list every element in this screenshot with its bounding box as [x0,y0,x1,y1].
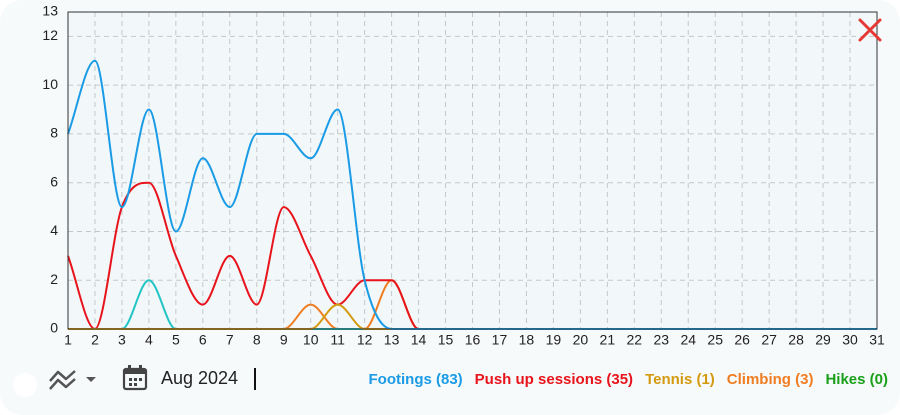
calendar-button[interactable] [122,365,148,391]
x-tick-label: 24 [680,332,696,348]
chart-type-menu[interactable] [49,370,96,390]
y-tick-label: 0 [50,320,58,336]
x-tick-label: 7 [226,332,234,348]
legend-entry[interactable]: Footings (83) [369,371,463,388]
close-button[interactable] [858,18,882,42]
toggle[interactable] [13,373,37,397]
x-tick-label: 17 [492,332,508,348]
x-tick-label: 13 [384,332,400,348]
x-tick-label: 14 [411,332,427,348]
x-tick-label: 31 [869,332,885,348]
x-tick-label: 22 [627,332,643,348]
y-tick-label: 13 [42,3,58,19]
legend-entry[interactable]: Hikes (0) [825,371,888,388]
plot-frame [67,11,878,330]
legend-entry[interactable]: Tennis (1) [645,371,715,388]
x-tick-label: 5 [172,332,180,348]
y-tick-label: 10 [42,76,58,92]
x-tick-label: 29 [815,332,831,348]
x-tick-label: 18 [519,332,535,348]
x-tick-label: 2 [91,332,99,348]
x-tick-label: 15 [438,332,454,348]
y-tick-label: 8 [50,125,58,141]
x-tick-label: 9 [280,332,288,348]
text-cursor [254,368,256,390]
x-tick-label: 26 [734,332,750,348]
y-tick-label: 4 [50,222,58,238]
x-tick-label: 27 [761,332,777,348]
x-tick-label: 21 [600,332,616,348]
x-tick-label: 25 [707,332,723,348]
legend-entry[interactable]: Climbing (3) [727,371,814,388]
x-tick-label: 23 [653,332,669,348]
x-tick-label: 1 [64,332,72,348]
x-tick-label: 19 [546,332,562,348]
x-tick-label: 30 [842,332,858,348]
x-tick-label: 11 [330,332,345,348]
x-tick-label: 20 [573,332,589,348]
y-tick-label: 12 [42,27,58,43]
x-tick-label: 6 [199,332,207,348]
x-tick-label: 4 [145,332,153,348]
legend-entry[interactable]: Push up sessions (35) [475,371,633,388]
x-tick-label: 12 [357,332,373,348]
x-tick-label: 28 [788,332,804,348]
x-tick-label: 3 [118,332,126,348]
x-tick-label: 10 [303,332,319,348]
period-label[interactable]: Aug 2024 [161,368,238,388]
y-tick-label: 2 [50,271,58,287]
y-tick-label: 6 [50,173,58,189]
x-tick-label: 16 [465,332,481,348]
x-tick-label: 8 [253,332,261,348]
